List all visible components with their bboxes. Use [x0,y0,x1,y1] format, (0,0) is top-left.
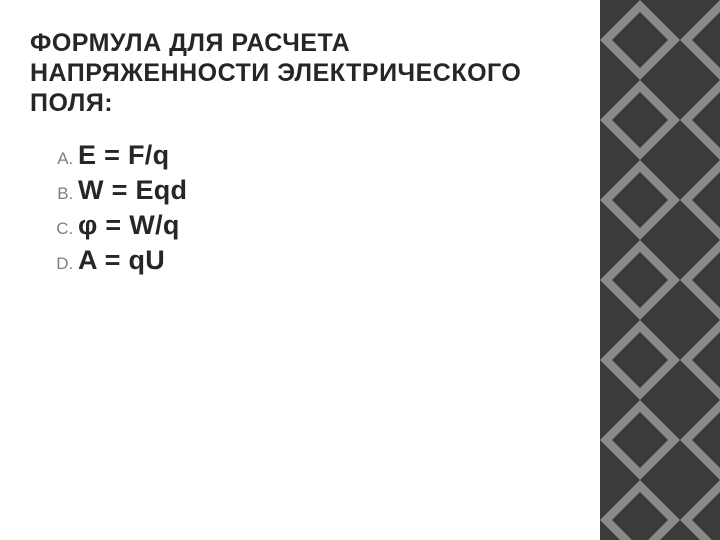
answer-option-c: φ = W/q [78,210,590,241]
answer-option-text: E = F/q [78,140,169,170]
answer-option-text: φ = W/q [78,210,180,240]
answer-option-text: W = Eqd [78,175,187,205]
answer-option-d: A = qU [78,245,590,276]
slide-content: ФОРМУЛА ДЛЯ РАСЧЕТА НАПРЯЖЕННОСТИ ЭЛЕКТР… [0,0,600,540]
slide-title: ФОРМУЛА ДЛЯ РАСЧЕТА НАПРЯЖЕННОСТИ ЭЛЕКТР… [30,28,590,118]
slide: ФОРМУЛА ДЛЯ РАСЧЕТА НАПРЯЖЕННОСТИ ЭЛЕКТР… [0,0,720,540]
answer-options-list: E = F/q W = Eqd φ = W/q A = qU [30,140,590,276]
diamond-pattern-svg [600,0,720,540]
answer-option-a: E = F/q [78,140,590,171]
answer-option-b: W = Eqd [78,175,590,206]
answer-option-text: A = qU [78,245,165,275]
diamond-pattern-strip [600,0,720,540]
